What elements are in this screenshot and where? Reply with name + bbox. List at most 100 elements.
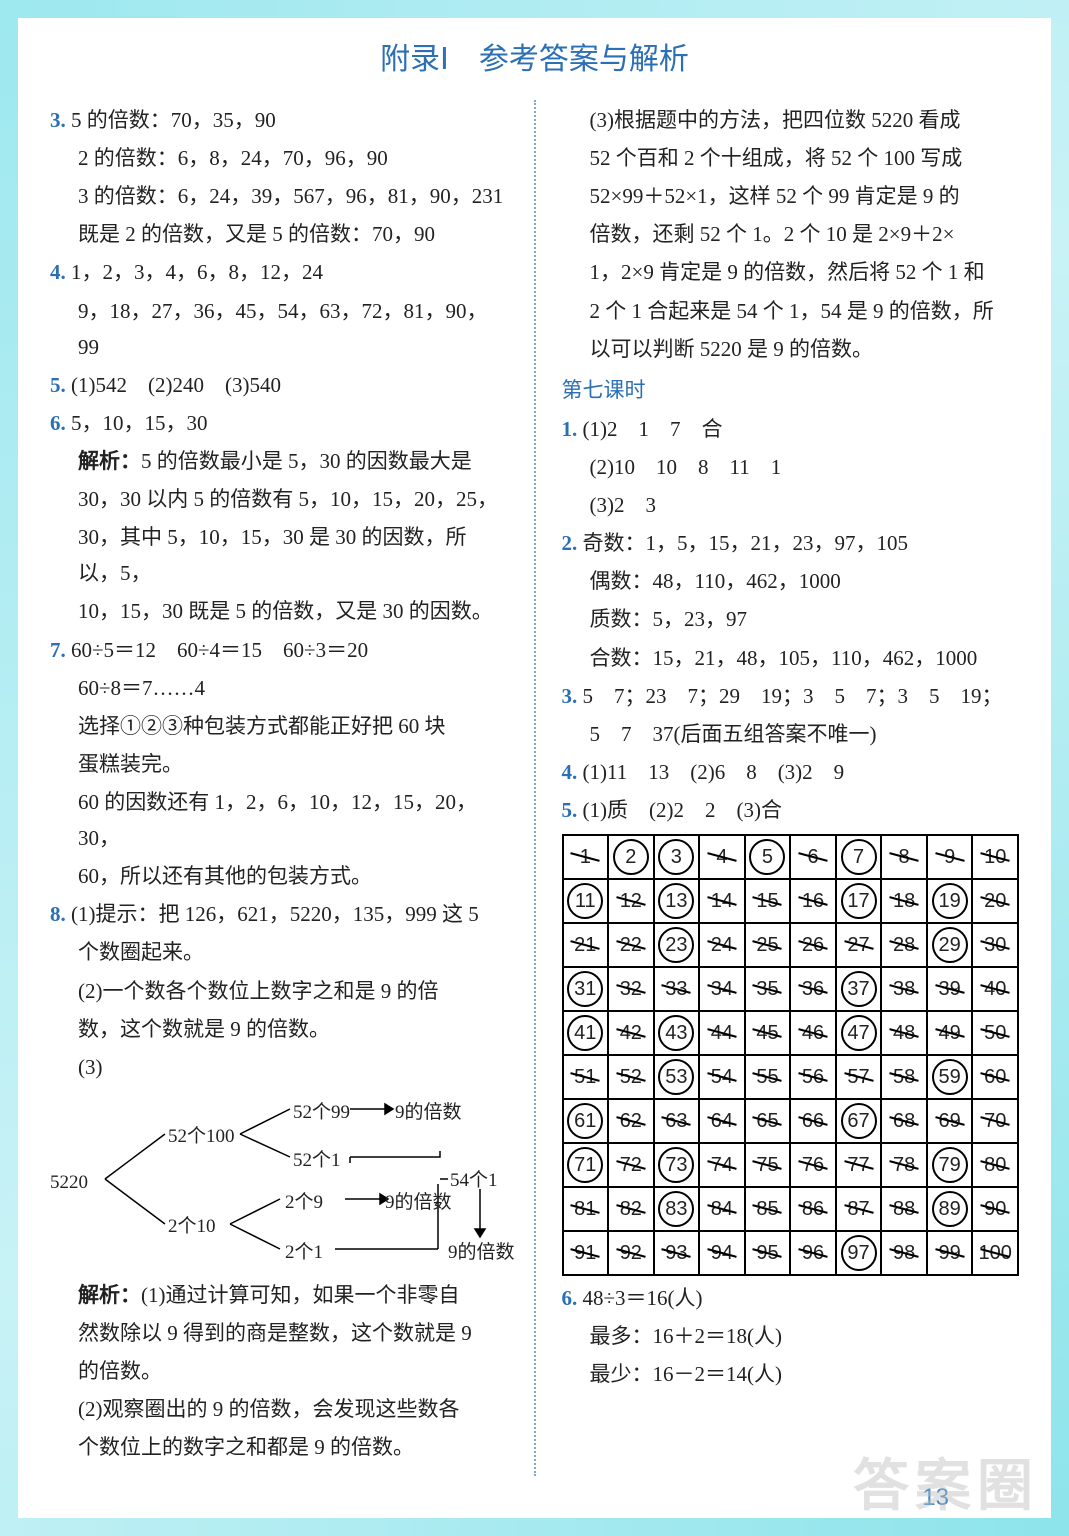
grid-cell: 51 [563, 1055, 609, 1099]
grid-cell: 60 [972, 1055, 1018, 1099]
grid-cell: 50 [972, 1011, 1018, 1055]
analysis8-l4: (2)观察圈出的 9 的倍数，会发现这些数各 [50, 1391, 508, 1427]
text: 60÷5＝12 60÷4＝15 60÷3＝20 [71, 638, 368, 662]
qnum: 5. [50, 373, 66, 397]
grid-cell: 92 [608, 1231, 654, 1275]
grid-cell: 42 [608, 1011, 654, 1055]
r-q1-l3: (3)2 3 [562, 487, 1020, 523]
grid-cell: 59 [927, 1055, 973, 1099]
text: (1)2 1 7 合 [583, 417, 723, 441]
grid-cell: 29 [927, 923, 973, 967]
q8-l1: 8. (1)提示：把 126，621，5220，135，999 这 5 [50, 896, 508, 932]
grid-cell: 10 [972, 835, 1018, 879]
grid-cell: 83 [654, 1187, 700, 1231]
grid-cell: 35 [745, 967, 791, 1011]
grid-cell: 19 [927, 879, 973, 923]
page-title: 附录Ⅰ 参考答案与解析 [50, 20, 1019, 100]
grid-cell: 31 [563, 967, 609, 1011]
grid-cell: 93 [654, 1231, 700, 1275]
grid-cell: 45 [745, 1011, 791, 1055]
q8-l2: 个数圈起来。 [50, 934, 508, 970]
tree-b1: 52个100 [168, 1121, 235, 1154]
grid-cell: 96 [790, 1231, 836, 1275]
q3-line3: 3 的倍数：6，24，39，567，96，81，90，231 [50, 178, 508, 214]
r-q6-l3: 最少：16－2＝14(人) [562, 1356, 1020, 1392]
grid-cell: 100 [972, 1231, 1018, 1275]
analysis8-l3: 的倍数。 [50, 1353, 508, 1389]
grid-cell: 90 [972, 1187, 1018, 1231]
text: 48÷3＝16(人) [583, 1286, 703, 1310]
cont-l4: 倍数，还剩 52 个 1。2 个 10 是 2×9＋2× [562, 216, 1020, 252]
r-q6-l2: 最多：16＋2＝18(人) [562, 1318, 1020, 1354]
watermark: 答案圈 [853, 1441, 1039, 1522]
grid-cell: 53 [654, 1055, 700, 1099]
q8-l4: 数，这个数就是 9 的倍数。 [50, 1011, 508, 1047]
grid-cell: 54 [699, 1055, 745, 1099]
grid-cell: 25 [745, 923, 791, 967]
q6: 6. 5，10，15，30 [50, 405, 508, 441]
grid-cell: 80 [972, 1143, 1018, 1187]
grid-cell: 21 [563, 923, 609, 967]
grid-cell: 22 [608, 923, 654, 967]
grid-cell: 6 [790, 835, 836, 879]
grid-cell: 66 [790, 1099, 836, 1143]
grid-cell: 57 [836, 1055, 882, 1099]
grid-cell: 5 [745, 835, 791, 879]
qnum: 1. [562, 417, 578, 441]
grid-cell: 7 [836, 835, 882, 879]
grid-cell: 47 [836, 1011, 882, 1055]
grid-cell: 28 [881, 923, 927, 967]
grid-cell: 30 [972, 923, 1018, 967]
tree-b1a: 52个99 [293, 1097, 350, 1130]
qnum: 7. [50, 638, 66, 662]
grid-cell: 9 [927, 835, 973, 879]
two-column-layout: 3. 5 的倍数：70，35，90 2 的倍数：6，8，24，70，96，90 … [50, 100, 1019, 1476]
analysis6-l2: 30，30 以内 5 的倍数有 5，10，15，20，25， [50, 481, 508, 517]
r-q4: 4. (1)11 13 (2)6 8 (3)2 9 [562, 754, 1020, 790]
grid-cell: 24 [699, 923, 745, 967]
tree-sum: 54个1 [450, 1165, 498, 1198]
grid-cell: 39 [927, 967, 973, 1011]
grid-cell: 73 [654, 1143, 700, 1187]
qnum: 6. [50, 411, 66, 435]
text: 5 7；23 7；29 19；3 5 7；3 5 19； [583, 684, 1003, 708]
grid-cell: 52 [608, 1055, 654, 1099]
grid-cell: 72 [608, 1143, 654, 1187]
grid-cell: 46 [790, 1011, 836, 1055]
qnum: 5. [562, 798, 578, 822]
q3-line2: 2 的倍数：6，8，24，70，96，90 [50, 140, 508, 176]
text: (1)质 (2)2 2 (3)合 [583, 798, 782, 822]
grid-cell: 8 [881, 835, 927, 879]
qnum: 6. [562, 1286, 578, 1310]
grid-cell: 34 [699, 967, 745, 1011]
text: (1)11 13 (2)6 8 (3)2 9 [583, 760, 845, 784]
grid-cell: 69 [927, 1099, 973, 1143]
tree-root: 5220 [50, 1167, 88, 1200]
qnum: 4. [562, 760, 578, 784]
page-content: 附录Ⅰ 参考答案与解析 3. 5 的倍数：70，35，90 2 的倍数：6，8，… [50, 20, 1019, 1476]
grid-cell: 70 [972, 1099, 1018, 1143]
grid-cell: 76 [790, 1143, 836, 1187]
text: 5，10，15，30 [71, 411, 208, 435]
q3-line1: 3. 5 的倍数：70，35，90 [50, 102, 508, 138]
cont-l3: 52×99＋52×1，这样 52 个 99 肯定是 9 的 [562, 178, 1020, 214]
grid-cell: 97 [836, 1231, 882, 1275]
grid-cell: 71 [563, 1143, 609, 1187]
grid-cell: 2 [608, 835, 654, 879]
tree-b1a2: 9的倍数 [395, 1097, 462, 1130]
grid-cell: 63 [654, 1099, 700, 1143]
q7-l2: 60÷8＝7……4 [50, 670, 508, 706]
grid-cell: 18 [881, 879, 927, 923]
q7-l3: 选择①②③种包装方式都能正好把 60 块 [50, 708, 508, 744]
tree-b2a2: 9的倍数 [385, 1187, 452, 1220]
tree-final: 9的倍数 [448, 1237, 515, 1270]
grid-cell: 48 [881, 1011, 927, 1055]
text: 5 的倍数：70，35，90 [71, 108, 276, 132]
grid-cell: 13 [654, 879, 700, 923]
grid-cell: 14 [699, 879, 745, 923]
grid-cell: 61 [563, 1099, 609, 1143]
grid-cell: 77 [836, 1143, 882, 1187]
grid-cell: 87 [836, 1187, 882, 1231]
grid-cell: 55 [745, 1055, 791, 1099]
grid-cell: 82 [608, 1187, 654, 1231]
